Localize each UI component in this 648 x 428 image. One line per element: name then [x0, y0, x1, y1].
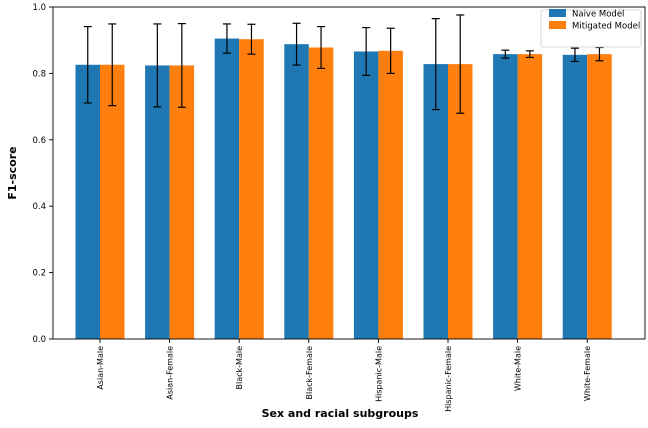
- x-tick-label-5: Hispanic-Female: [444, 346, 453, 412]
- bar-naive-6: [493, 54, 518, 339]
- bar-naive-0: [75, 64, 100, 340]
- legend-label-naive: Naive Model: [572, 10, 624, 20]
- bar-mitigated-2: [239, 39, 264, 339]
- x-tick-label-6: White-Male: [514, 346, 523, 391]
- x-tick-label-7: White-Female: [583, 346, 592, 401]
- bar-naive-1: [145, 65, 170, 340]
- x-tick-label-2: Black-Male: [235, 346, 244, 390]
- y-tick-label-1: 0.2: [32, 269, 46, 279]
- y-tick-label-0: 0.0: [32, 335, 46, 345]
- x-tick-label-0: Asian-Male: [96, 346, 105, 390]
- bar-mitigated-4: [378, 50, 403, 339]
- bar-naive-7: [562, 54, 588, 340]
- error-bars-layer: [83, 14, 604, 114]
- x-tick-label-4: Hispanic-Male: [374, 346, 383, 402]
- legend: Naive Model Mitigated Model: [540, 9, 642, 48]
- bar-naive-2: [214, 38, 240, 339]
- legend-swatch-mitigated: [549, 21, 566, 29]
- legend-label-mitigated: Mitigated Model: [572, 22, 640, 32]
- x-tick-label-3: Black-Female: [305, 346, 314, 400]
- legend-swatch-naive: [549, 9, 566, 17]
- y-axis-label: F1-score: [6, 146, 19, 199]
- legend-box: [540, 9, 642, 48]
- y-tick-label-3: 0.6: [32, 136, 46, 146]
- x-axis: Asian-Male Asian-Female Black-Male Black-Fe…: [96, 339, 592, 412]
- bar-mitigated-0: [100, 64, 125, 340]
- y-axis: 0.0 0.2 0.4 0.6 0.8 1.0: [32, 3, 53, 345]
- bars-layer: [75, 38, 612, 340]
- y-tick-label-4: 0.8: [32, 69, 46, 79]
- x-axis-label: Sex and racial subgroups: [262, 407, 419, 420]
- bar-mitigated-7: [587, 54, 612, 339]
- bar-mitigated-1: [169, 65, 195, 340]
- y-tick-label-2: 0.4: [32, 202, 46, 212]
- bar-naive-4: [353, 51, 379, 340]
- y-tick-label-5: 1.0: [32, 3, 46, 13]
- bar-mitigated-6: [517, 54, 543, 339]
- plot-frame: [52, 6, 646, 340]
- bar-naive-3: [284, 44, 309, 340]
- x-tick-label-1: Asian-Female: [166, 346, 175, 400]
- bar-mitigated-3: [308, 47, 334, 339]
